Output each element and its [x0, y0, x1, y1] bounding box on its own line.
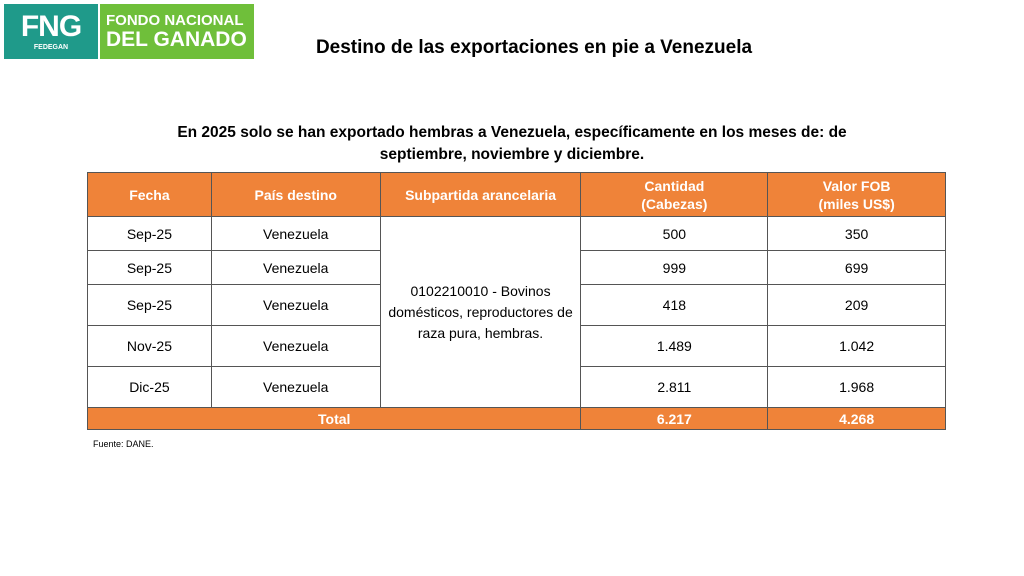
cell-pais: Venezuela — [210, 250, 381, 285]
cell-valor: 350 — [767, 216, 946, 251]
cell-cantidad: 500 — [580, 216, 769, 251]
logo-mark-block: FNG FEDEGAN — [4, 4, 98, 59]
header-pais: País destino — [210, 172, 381, 217]
logo-name-block: FONDO NACIONAL DEL GANADO — [100, 4, 254, 59]
total-valor: 4.268 — [767, 407, 946, 430]
exports-table: Fecha País destino Subpartida arancelari… — [86, 172, 946, 430]
cell-fecha: Nov-25 — [87, 325, 212, 367]
header-fecha: Fecha — [87, 172, 212, 217]
table-row: Dic-25 Venezuela 2.811 1.968 — [87, 366, 946, 408]
cell-pais: Venezuela — [210, 325, 381, 367]
logo-mark: FNG — [20, 10, 82, 43]
table-header-row: Fecha País destino Subpartida arancelari… — [87, 172, 946, 217]
total-label: Total — [86, 407, 582, 430]
total-cantidad: 6.217 — [580, 407, 769, 430]
cell-cantidad: 418 — [580, 284, 769, 326]
source-note: Fuente: DANE. — [93, 439, 154, 449]
cell-pais: Venezuela — [210, 216, 381, 251]
cell-cantidad: 999 — [580, 250, 769, 285]
cell-pais: Venezuela — [210, 366, 381, 408]
cell-pais: Venezuela — [210, 284, 381, 326]
header-cantidad: Cantidad (Cabezas) — [580, 172, 769, 217]
cell-fecha: Sep-25 — [87, 250, 212, 285]
cell-valor: 699 — [767, 250, 946, 285]
cell-fecha: Dic-25 — [87, 366, 212, 408]
cell-cantidad: 1.489 — [580, 325, 769, 367]
page-subtitle: En 2025 solo se han exportado hembras a … — [177, 124, 847, 163]
table-row: Sep-25 Venezuela 418 209 — [87, 284, 946, 326]
logo-line1: FONDO NACIONAL — [106, 12, 244, 29]
cell-valor: 1.968 — [767, 366, 946, 408]
table-row: Sep-25 Venezuela 999 699 — [87, 250, 946, 285]
cell-valor: 209 — [767, 284, 946, 326]
logo-line2: DEL GANADO — [106, 28, 247, 51]
total-row: Total 6.217 4.268 — [86, 407, 946, 430]
table-row: Sep-25 Venezuela 0102210010 - Bovinos do… — [87, 216, 946, 408]
page-title: Destino de las exportaciones en pie a Ve… — [315, 37, 753, 58]
table-row: Nov-25 Venezuela 1.489 1.042 — [87, 325, 946, 367]
cell-valor: 1.042 — [767, 325, 946, 367]
logo-sub: FEDEGAN — [33, 44, 69, 51]
cell-subpartida: 0102210010 - Bovinos domésticos, reprodu… — [379, 216, 582, 408]
cell-fecha: Sep-25 — [87, 284, 212, 326]
cell-cantidad: 2.811 — [580, 366, 769, 408]
cell-fecha: Sep-25 — [87, 216, 212, 251]
fng-logo: FNG FEDEGAN FONDO NACIONAL DEL GANADO — [4, 4, 254, 59]
header-subpartida: Subpartida arancelaria — [379, 172, 582, 217]
header-valor: Valor FOB (miles US$) — [767, 172, 946, 217]
